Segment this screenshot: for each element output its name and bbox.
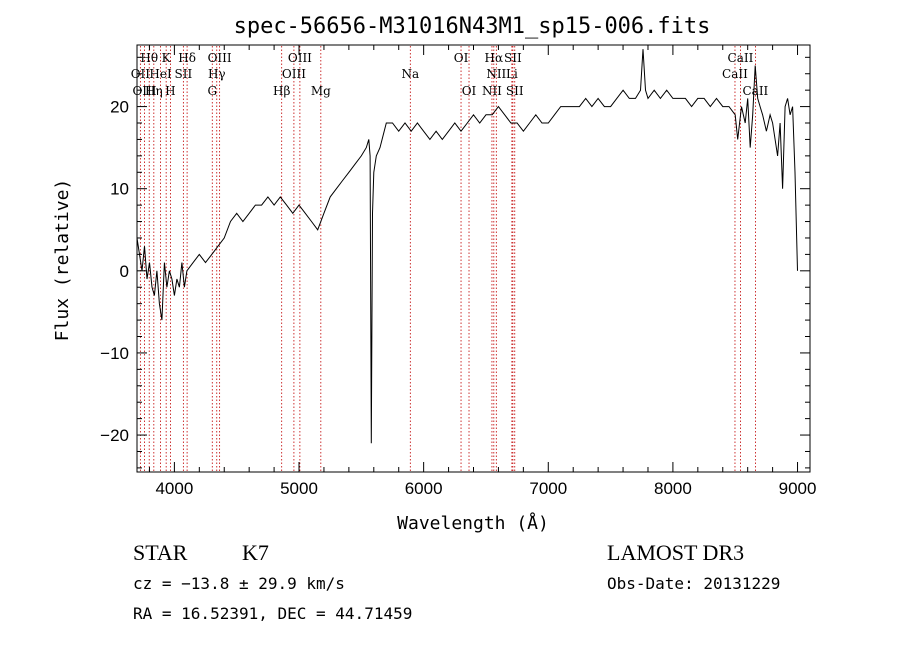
object-subclass: K7: [242, 540, 269, 565]
y-axis-label: Flux (relative): [52, 179, 73, 342]
x-tick-label: 7000: [529, 479, 567, 498]
spectral-line-label: OIII: [208, 51, 232, 65]
spectrum-line: [136, 49, 798, 444]
spectral-line-label: Hγ: [208, 67, 226, 81]
spectral-line-label: NII: [486, 67, 506, 81]
spectral-line-label: CaII: [728, 51, 754, 65]
spectral-line-label: OIII: [132, 84, 156, 98]
spectral-line-label: SII: [504, 51, 522, 65]
y-tick-label: −20: [100, 426, 129, 445]
spectral-line-label: CaII: [722, 67, 748, 81]
object-class: STAR: [133, 540, 188, 565]
x-tick-label: 9000: [779, 479, 817, 498]
spectral-line-label: CaII: [742, 84, 768, 98]
spectral-line-label: Mg: [311, 84, 331, 98]
spectral-line-label: SII: [506, 84, 524, 98]
spectral-line-label: OI: [462, 84, 477, 98]
spectral-line-label: Hη: [145, 84, 163, 98]
spectral-line-label: Na: [401, 67, 419, 81]
spectral-line-label: OIII: [288, 51, 312, 65]
x-axis-ticks: 4000 5000 6000 7000 8000 9000: [148, 45, 817, 498]
spectral-line-label: G: [207, 84, 217, 98]
x-tick-label: 5000: [280, 479, 318, 498]
y-tick-label: 0: [120, 262, 129, 281]
spectral-line-label: NII: [482, 84, 502, 98]
y-axis-ticks: −20 −10 0 10 20: [100, 56, 810, 469]
x-tick-label: 6000: [405, 479, 443, 498]
x-tick-label: 4000: [155, 479, 193, 498]
x-tick-label: 8000: [654, 479, 692, 498]
observation-date: Obs-Date: 20131229: [607, 574, 780, 593]
spectral-line-markers: [139, 46, 756, 471]
y-tick-label: 20: [110, 98, 129, 117]
y-tick-label: 10: [110, 180, 129, 199]
spectral-line-label: OI: [454, 51, 469, 65]
spectral-line-label: HeI: [149, 67, 172, 81]
coordinates: RA = 16.52391, DEC = 44.71459: [133, 604, 412, 623]
spectral-line-label: Li: [506, 67, 518, 81]
survey-name: LAMOST DR3: [607, 540, 744, 565]
y-tick-label: −10: [100, 344, 129, 363]
spectral-line-label: H: [165, 84, 175, 98]
spectral-line-label: Hδ: [178, 51, 196, 65]
spectral-line-label: Hα: [485, 51, 504, 65]
spectral-line-label: Hθ: [140, 51, 158, 65]
chart-title: spec-56656-M31016N43M1_sp15-006.fits: [234, 14, 711, 39]
x-axis-label: Wavelength (Å): [397, 512, 549, 534]
spectral-line-label: SII: [175, 67, 193, 81]
plot-frame: [136, 44, 811, 473]
redshift-velocity: cz = −13.8 ± 29.9 km/s: [133, 574, 345, 593]
spectral-line-label: K: [162, 51, 172, 65]
spectral-line-label: OIII: [282, 67, 306, 81]
spectral-line-label: Hβ: [273, 84, 290, 98]
